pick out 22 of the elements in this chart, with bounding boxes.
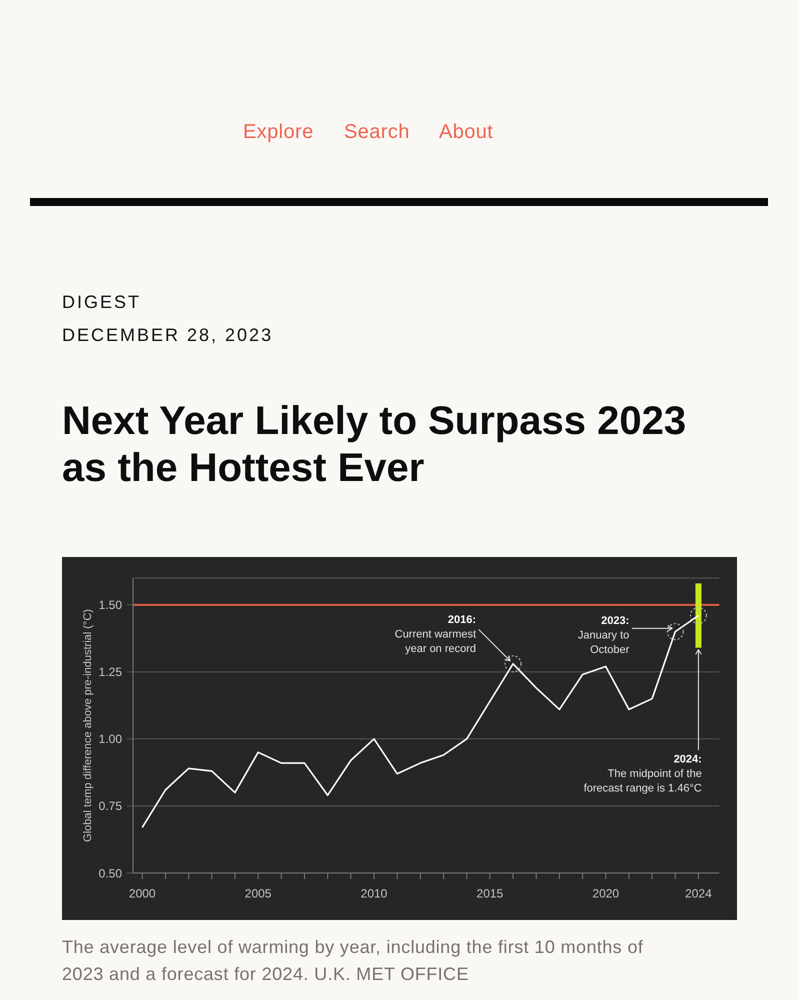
text: The average level of warming by year, including the first 10 months of 2023 and a forecast for 2024. U.K. MET OFFICE: [62, 936, 644, 986]
y-tick-label: 1.50: [98, 598, 122, 612]
annotation: 2016: Current warmest year on record: [394, 614, 476, 655]
y-tick-label: 0.75: [98, 799, 122, 814]
text: DIGEST: [62, 291, 142, 313]
x-tick-label: 2015: [476, 886, 504, 901]
y-axis-title: Global temp difference above pre-industrial (°C): [82, 609, 94, 842]
text: Explore: [243, 120, 314, 145]
y-tick-label: 1.25: [98, 665, 122, 680]
x-tick-label: 2020: [592, 886, 620, 901]
chart-title: Next Year Likely to Surpass 2023 as the Hottest Ever: [62, 398, 688, 492]
text: DECEMBER 28, 2023: [62, 324, 274, 346]
x-tick-label: 2024: [685, 886, 712, 901]
y-tick-label: 0.50: [98, 866, 122, 880]
x-tick-label: 2010: [360, 886, 388, 901]
text: About: [439, 120, 494, 145]
annotation: 2024: The midpoint of the forecast range is 1.46°C: [584, 753, 702, 794]
text: Search: [344, 120, 410, 145]
annotation: 2023: January to October: [578, 614, 630, 656]
x-tick-label: 2005: [244, 886, 272, 901]
y-tick-label: 1.00: [98, 732, 122, 746]
x-tick-label: 2000: [128, 886, 156, 901]
